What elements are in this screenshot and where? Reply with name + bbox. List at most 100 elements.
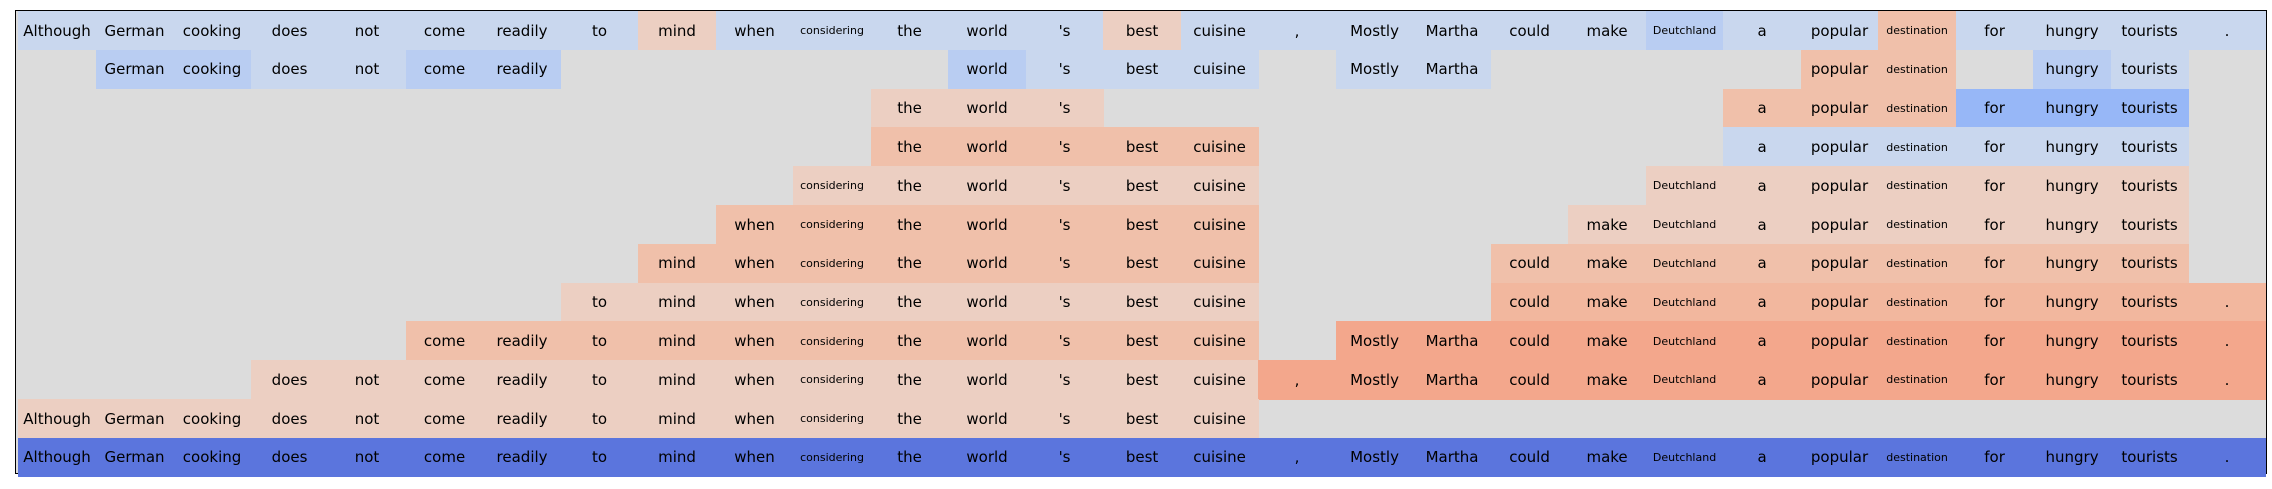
token-cell: does <box>250 437 329 478</box>
token-cell: mind <box>638 11 717 51</box>
token-cell: tourists <box>2110 166 2189 206</box>
token-cell: destination <box>1878 282 1957 322</box>
token-cell: tourists <box>2110 49 2189 90</box>
token-cell: tourists <box>2110 282 2189 322</box>
token-cell: cuisine <box>1180 243 1259 284</box>
token-cell: for <box>1955 437 2034 478</box>
token-cell: best <box>1103 437 1182 478</box>
token-cell: destination <box>1878 11 1957 51</box>
token-cell: come <box>405 399 484 439</box>
token-cell: destination <box>1878 321 1957 361</box>
token-cell: not <box>328 49 407 90</box>
token-cell: when <box>715 437 794 478</box>
token-cell: the <box>870 437 949 478</box>
token-cell: . <box>2188 437 2267 478</box>
token-cell: to <box>560 282 639 322</box>
token-cell: come <box>405 360 484 400</box>
token-cell: cuisine <box>1180 11 1259 51</box>
token-cell: world <box>948 166 1027 206</box>
token-cell: best <box>1103 49 1182 90</box>
token-cell: when <box>715 282 794 322</box>
token-cell: for <box>1955 11 2034 51</box>
token-cell: Mostly <box>1335 437 1414 478</box>
token-cell: not <box>328 360 407 400</box>
token-cell: the <box>870 166 949 206</box>
token-cell: mind <box>638 243 717 284</box>
token-cell: when <box>715 399 794 439</box>
token-cell: hungry <box>2033 127 2112 167</box>
token-cell: mind <box>638 321 717 361</box>
token-cell: Martha <box>1413 49 1492 90</box>
token-cell: for <box>1955 88 2034 128</box>
token-cell: not <box>328 437 407 478</box>
token-cell: not <box>328 11 407 51</box>
token-cell: cuisine <box>1180 282 1259 322</box>
token-cell: when <box>715 360 794 400</box>
token-cell: world <box>948 205 1027 245</box>
token-cell: a <box>1723 166 1802 206</box>
token-cell: a <box>1723 437 1802 478</box>
token-cell: make <box>1568 321 1647 361</box>
token-cell: the <box>870 282 949 322</box>
token-cell: German <box>95 11 174 51</box>
token-cell: popular <box>1800 437 1879 478</box>
token-cell: could <box>1490 282 1569 322</box>
token-cell: cooking <box>173 437 252 478</box>
token-cell: to <box>560 11 639 51</box>
token-cell: the <box>870 127 949 167</box>
token-cell: tourists <box>2110 437 2189 478</box>
token-cell: 's <box>1025 360 1104 400</box>
token-cell: hungry <box>2033 321 2112 361</box>
token-cell: could <box>1490 321 1569 361</box>
token-cell: . <box>2188 321 2267 361</box>
token-cell: world <box>948 49 1027 90</box>
token-cell: Deutchland <box>1645 11 1724 51</box>
token-cell: hungry <box>2033 88 2112 128</box>
token-cell: best <box>1103 360 1182 400</box>
token-cell: tourists <box>2110 88 2189 128</box>
token-cell: considering <box>793 321 872 361</box>
token-cell: make <box>1568 437 1647 478</box>
token-cell: could <box>1490 360 1569 400</box>
token-cell: world <box>948 243 1027 284</box>
token-cell: best <box>1103 321 1182 361</box>
token-cell: . <box>2188 282 2267 322</box>
token-cell: 's <box>1025 282 1104 322</box>
token-cell: considering <box>793 437 872 478</box>
token-cell: Deutchland <box>1645 205 1724 245</box>
token-cell: Although <box>18 437 97 478</box>
token-cell: 's <box>1025 88 1104 128</box>
token-cell: readily <box>483 11 562 51</box>
token-cell: make <box>1568 11 1647 51</box>
token-cell: hungry <box>2033 243 2112 284</box>
token-cell: best <box>1103 205 1182 245</box>
token-cell: considering <box>793 11 872 51</box>
token-cell: Mostly <box>1335 321 1414 361</box>
token-cell: destination <box>1878 166 1957 206</box>
token-cell: for <box>1955 360 2034 400</box>
token-cell: best <box>1103 282 1182 322</box>
token-cell: popular <box>1800 205 1879 245</box>
token-cell: readily <box>483 49 562 90</box>
token-cell: hungry <box>2033 437 2112 478</box>
token-cell: when <box>715 243 794 284</box>
token-cell: a <box>1723 321 1802 361</box>
token-cell: Deutchland <box>1645 243 1724 284</box>
token-cell: Deutchland <box>1645 166 1724 206</box>
token-cell: . <box>2188 360 2267 400</box>
token-cell: , <box>1258 360 1337 400</box>
token-cell: come <box>405 49 484 90</box>
token-cell: cuisine <box>1180 399 1259 439</box>
token-cell: not <box>328 399 407 439</box>
token-cell: world <box>948 282 1027 322</box>
token-cell: the <box>870 11 949 51</box>
token-cell: come <box>405 321 484 361</box>
token-cell: Although <box>18 399 97 439</box>
token-cell: readily <box>483 321 562 361</box>
token-cell: hungry <box>2033 282 2112 322</box>
token-cell: when <box>715 321 794 361</box>
token-cell: 's <box>1025 127 1104 167</box>
token-cell: make <box>1568 243 1647 284</box>
token-cell: German <box>95 399 174 439</box>
token-cell: make <box>1568 205 1647 245</box>
